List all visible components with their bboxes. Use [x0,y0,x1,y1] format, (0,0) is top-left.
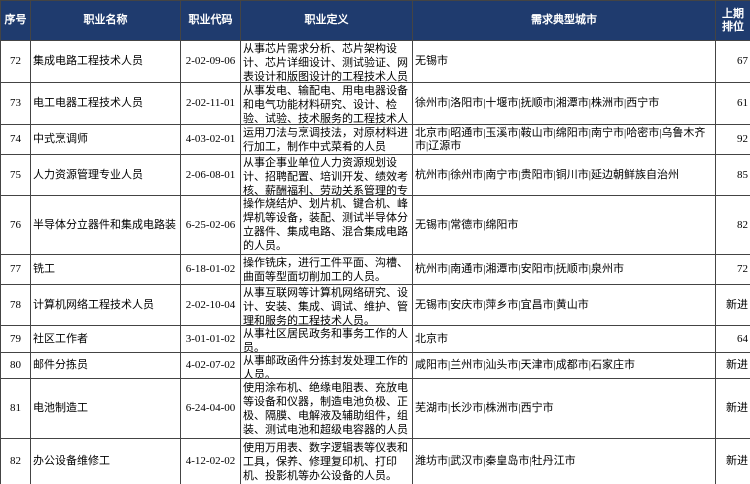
occupation-code-cell: 2-02-10-04 [180,284,241,326]
serial-cell: 72 [0,40,31,83]
serial-cell: 74 [0,124,31,155]
table-row: 78 计算机网络工程技术人员 2-02-10-04 从事互联网等计算机网络研究、设计、… [0,284,750,326]
definition-cell: 从事企事业单位人力资源规划设计、招聘配置、培训开发、绩效考核、薪酬福利、劳动关系… [240,154,413,196]
prev-rank-cell: 新进 [715,378,750,439]
table-row: 82 办公设备维修工 4-12-02-02 使用万用表、数字逻辑表等仪表和工具，保养、… [0,438,750,484]
table-row: 77 铣工 6-18-01-02 操作铣床，进行工件平面、沟槽、曲面等型面切削加工的人… [0,254,750,285]
definition-cell: 使用涂布机、绝缘电阻表、充放电等设备和仪器，制造电池负极、正极、隔膜、电解液及辅… [240,378,413,439]
serial-cell: 79 [0,325,31,353]
serial-cell: 82 [0,438,31,484]
table-row: 76 半导体分立器件和集成电路装 6-25-02-06 操作烧结炉、划片机、键合机、峰… [0,195,750,255]
header-cell: 职业名称 [30,0,181,41]
table-row: 75 人力资源管理专业人员 2-06-08-01 从事企事业单位人力资源规划设计、招聘… [0,154,750,196]
occupation-name-cell: 邮件分拣员 [30,352,181,379]
serial-cell: 75 [0,154,31,196]
occupation-code-cell: 6-24-04-00 [180,378,241,439]
occupation-name-cell: 计算机网络工程技术人员 [30,284,181,326]
occupation-code-cell: 3-01-01-02 [180,325,241,353]
occupation-code-cell: 4-03-02-01 [180,124,241,155]
definition-cell: 从事发电、输配电、用电电器设备和电气功能材料研究、设计、检验、试验、技术服务的工… [240,82,413,125]
cities-cell: 无锡市|常德市|绵阳市 [412,195,716,255]
table-row: 74 中式烹调师 4-03-02-01 运用刀法与烹调技法，对原材料进行加工，制作中式… [0,124,750,155]
cities-cell: 潍坊市|武汉市|秦皇岛市|牡丹江市 [412,438,716,484]
header-cell: 职业定义 [240,0,413,41]
occupation-name-cell: 社区工作者 [30,325,181,353]
occupation-name-cell: 中式烹调师 [30,124,181,155]
serial-cell: 76 [0,195,31,255]
prev-rank-cell: 67 [715,40,750,83]
table-row: 79 社区工作者 3-01-01-02 从事社区居民政务和事务工作的人员。 北京市 64 [0,325,750,353]
header-cell: 职业代码 [180,0,241,41]
prev-rank-cell: 92 [715,124,750,155]
cities-cell: 无锡市 [412,40,716,83]
header-cell: 需求典型城市 [412,0,716,41]
serial-cell: 80 [0,352,31,379]
cities-cell: 杭州市|徐州市|南宁市|贵阳市|铜川市|延边朝鲜族自治州 [412,154,716,196]
prev-rank-cell: 85 [715,154,750,196]
definition-cell: 从事邮政函件分拣封发处理工作的人员。 [240,352,413,379]
definition-cell: 操作烧结炉、划片机、键合机、峰焊机等设备，装配、测试半导体分立器件、集成电路、混… [240,195,413,255]
occupation-code-cell: 4-02-07-02 [180,352,241,379]
cities-cell: 无锡市|安庆市|萍乡市|宜昌市|黄山市 [412,284,716,326]
occupation-name-cell: 办公设备维修工 [30,438,181,484]
cities-cell: 咸阳市|兰州市|汕头市|天津市|成都市|石家庄市 [412,352,716,379]
table-row: 73 电工电器工程技术人员 2-02-11-01 从事发电、输配电、用电电器设备和电气… [0,82,750,125]
definition-cell: 从事芯片需求分析、芯片架构设计、芯片详细设计、测试验证、网表设计和版图设计的工程… [240,40,413,83]
definition-cell: 操作铣床，进行工件平面、沟槽、曲面等型面切削加工的人员。 [240,254,413,285]
prev-rank-cell: 新进 [715,352,750,379]
occupation-code-cell: 2-02-11-01 [180,82,241,125]
cities-cell: 北京市|昭通市|玉溪市|鞍山市|绵阳市|南宁市|哈密市|乌鲁木齐市|辽源市 [412,124,716,155]
definition-cell: 使用万用表、数字逻辑表等仪表和工具，保养、修理复印机、打印机、投影机等办公设备的… [240,438,413,484]
occupation-name-cell: 电工电器工程技术人员 [30,82,181,125]
table-row: 81 电池制造工 6-24-04-00 使用涂布机、绝缘电阻表、充放电等设备和仪器，制… [0,378,750,439]
prev-rank-cell: 64 [715,325,750,353]
table-row: 72 集成电路工程技术人员 2-02-09-06 从事芯片需求分析、芯片架构设计、芯片… [0,40,750,83]
cities-cell: 杭州市|南通市|湘潭市|安阳市|抚顺市|泉州市 [412,254,716,285]
definition-cell: 从事社区居民政务和事务工作的人员。 [240,325,413,353]
prev-rank-cell: 61 [715,82,750,125]
cities-cell: 芜湖市|长沙市|株洲市|西宁市 [412,378,716,439]
occupation-code-cell: 4-12-02-02 [180,438,241,484]
header-cell: 序号 [0,0,31,41]
serial-cell: 81 [0,378,31,439]
definition-cell: 运用刀法与烹调技法，对原材料进行加工，制作中式菜肴的人员 [240,124,413,155]
serial-cell: 78 [0,284,31,326]
serial-cell: 73 [0,82,31,125]
table-body: 72 集成电路工程技术人员 2-02-09-06 从事芯片需求分析、芯片架构设计、芯片… [0,40,750,484]
prev-rank-cell: 新进 [715,284,750,326]
prev-rank-cell: 72 [715,254,750,285]
prev-rank-cell: 82 [715,195,750,255]
occupation-name-cell: 铣工 [30,254,181,285]
cities-cell: 北京市 [412,325,716,353]
prev-rank-cell: 新进 [715,438,750,484]
occupation-name-cell: 人力资源管理专业人员 [30,154,181,196]
occupation-code-cell: 6-25-02-06 [180,195,241,255]
header-row: 序号 职业名称 职业代码 职业定义 需求典型城市 上期排位 [0,0,750,41]
occupation-name-cell: 集成电路工程技术人员 [30,40,181,83]
occupation-code-cell: 2-02-09-06 [180,40,241,83]
header-cell: 上期排位 [715,0,750,41]
occupation-code-cell: 2-06-08-01 [180,154,241,196]
table-row: 80 邮件分拣员 4-02-07-02 从事邮政函件分拣封发处理工作的人员。 咸阳市|兰… [0,352,750,379]
occupation-name-cell: 电池制造工 [30,378,181,439]
cities-cell: 徐州市|洛阳市|十堰市|抚顺市|湘潭市|株洲市|西宁市 [412,82,716,125]
occupation-code-cell: 6-18-01-02 [180,254,241,285]
serial-cell: 77 [0,254,31,285]
occupation-name-cell: 半导体分立器件和集成电路装 [30,195,181,255]
definition-cell: 从事互联网等计算机网络研究、设计、安装、集成、调试、维护、管理和服务的工程技术人… [240,284,413,326]
